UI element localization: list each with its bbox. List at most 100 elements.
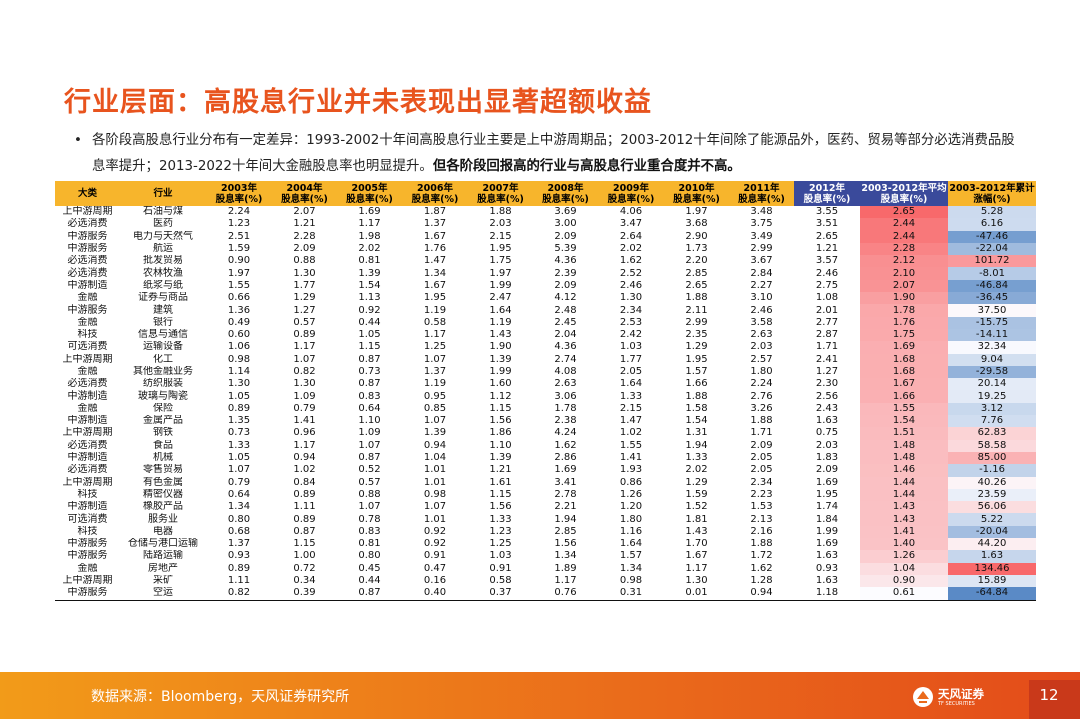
yield-cell: 2.47	[489, 292, 512, 304]
avg-yield-cell: 2.12	[860, 255, 948, 268]
avg-yield-cell: 1.43	[860, 513, 948, 526]
industry-cell: 建筑	[153, 304, 173, 316]
yield-cell: 1.52	[685, 501, 708, 513]
yield-cell: 1.13	[358, 292, 381, 304]
table-row: 上中游周期 化工 0.98 1.07 0.87 1.07 1.39 2.74 1.77 1.95 2…	[55, 353, 1036, 366]
yield-cell: 0.79	[227, 476, 251, 488]
yield-cell: 2.02	[358, 243, 381, 255]
yield-cell: 1.01	[423, 476, 447, 488]
yield-cell: 0.88	[293, 255, 316, 267]
industry-cell: 航运	[153, 243, 173, 255]
bullet-text: 各阶段高股息行业分布有一定差异：1993-2002十年间高股息行业主要是上中游周…	[74, 128, 1024, 180]
avg-yield-cell: 1.75	[860, 328, 948, 342]
yield-cell: 0.82	[293, 366, 316, 377]
page-number-box	[1029, 680, 1080, 719]
yield-cell: 2.76	[750, 390, 773, 402]
column-header: 2010年 股息率(%)	[664, 181, 729, 206]
industry-cell: 橡胶产品	[143, 501, 183, 513]
yield-cell: 3.55	[815, 206, 839, 218]
yield-cell: 1.95	[489, 243, 512, 255]
cum-return-cell: 40.26	[948, 476, 1036, 489]
logo-name: 天风证券	[938, 687, 984, 701]
yield-cell: 0.58	[423, 316, 447, 328]
yield-cell: 2.05	[619, 366, 643, 377]
yield-cell: 1.15	[489, 488, 512, 500]
bullet-bold-text: 但各阶段回报高的行业与高股息行业重合度并不高。	[432, 159, 741, 174]
yield-cell: 1.41	[619, 452, 643, 464]
yield-cell: 0.90	[227, 255, 251, 267]
yield-cell: 2.74	[554, 353, 577, 365]
table-row: 上中游周期 有色金属 0.79 0.84 0.57 1.01 1.61 3.41 0.86 1.2…	[55, 476, 1036, 489]
yield-cell: 1.07	[423, 415, 447, 427]
yield-cell: 1.33	[685, 452, 708, 464]
yield-cell: 4.24	[554, 427, 577, 439]
yield-cell: 0.01	[664, 587, 729, 601]
yield-cell: 2.01	[815, 304, 839, 316]
column-header-line1: 2003年	[221, 182, 257, 194]
cum-return-cell: -14.11	[948, 328, 1036, 342]
yield-cell: 1.36	[227, 304, 251, 316]
yield-cell: 2.90	[685, 230, 708, 242]
table-row: 中游制造 纸浆与纸 1.55 1.77 1.54 1.67 1.99 2.09 2.46 2.65…	[55, 279, 1036, 293]
table-row: 上中游周期 采矿 1.11 0.34 0.44 0.16 0.58 1.17 0.98 1.30 1…	[55, 574, 1036, 588]
yield-cell: 0.81	[358, 538, 381, 550]
cum-return-cell: -8.01	[948, 267, 1036, 280]
yield-cell: 1.11	[293, 501, 316, 513]
category-cell: 可选消费	[67, 513, 108, 525]
yield-cell: 0.80	[227, 513, 251, 525]
avg-yield-cell: 1.68	[860, 365, 948, 379]
table-row: 上中游周期 钢铁 0.73 0.96 1.09 1.39 1.86 4.24 1.02 1.31 1…	[55, 427, 1036, 440]
yield-cell: 1.37	[227, 538, 251, 550]
yield-cell: 2.52	[619, 267, 643, 279]
avg-yield-cell: 1.55	[860, 402, 948, 416]
yield-cell: 2.02	[619, 243, 643, 255]
column-header: 2009年 股息率(%)	[598, 181, 664, 206]
yield-cell: 1.07	[423, 501, 447, 513]
yield-cell: 3.06	[554, 390, 577, 402]
table-row: 必选消费 医药 1.23 1.21 1.17 1.37 2.03 3.00 3.47 3.68 3.…	[55, 218, 1036, 231]
yield-cell: 1.67	[423, 230, 447, 242]
page-number: 12	[1039, 686, 1059, 704]
yield-cell: 2.77	[815, 316, 839, 328]
yield-cell: 1.10	[489, 439, 512, 451]
column-header-line2: 股息率(%)	[673, 193, 720, 205]
yield-cell: 2.09	[750, 439, 773, 451]
avg-yield-cell: 2.28	[860, 242, 948, 256]
yield-cell: 1.01	[423, 513, 447, 525]
logo-icon	[913, 687, 933, 707]
yield-cell: 0.92	[358, 304, 381, 316]
industry-cell: 证券与商品	[138, 292, 188, 304]
column-header-line2: 股息率(%)	[281, 193, 328, 205]
yield-cell: 1.41	[293, 415, 316, 427]
table-row: 中游服务 空运 0.82 0.39 0.87 0.40 0.37 0.76 0.31 0.01 0.…	[55, 587, 1036, 601]
yield-cell: 1.99	[489, 366, 512, 377]
yield-cell: 0.40	[402, 587, 468, 601]
yield-cell: 2.85	[685, 267, 708, 279]
yield-cell: 1.14	[227, 366, 251, 377]
category-cell: 中游制造	[67, 501, 108, 513]
yield-cell: 1.95	[423, 292, 447, 304]
company-logo: 天风证券 TF SECURITIES	[912, 684, 992, 712]
yield-cell: 1.33	[227, 439, 251, 451]
yield-cell: 2.30	[815, 378, 839, 390]
yield-cell: 3.69	[554, 206, 577, 218]
yield-cell: 2.46	[815, 267, 839, 279]
column-header-line1: 行业	[153, 188, 173, 199]
yield-cell: 1.55	[619, 439, 643, 451]
yield-cell: 2.09	[554, 279, 577, 291]
cum-return-cell: -29.58	[948, 365, 1036, 379]
column-header: 2003-2012年累计 涨幅(%)	[948, 181, 1036, 206]
yield-cell: 1.95	[815, 488, 839, 500]
yield-cell: 1.08	[815, 292, 839, 304]
table-row: 必选消费 农林牧渔 1.97 1.30 1.39 1.34 1.97 2.39 2.52 2.85…	[55, 267, 1036, 280]
avg-yield-cell: 1.54	[860, 415, 948, 428]
yield-cell: 0.93	[227, 550, 251, 562]
yield-cell: 1.94	[554, 513, 577, 525]
column-header-line1: 2009年	[613, 182, 649, 194]
yield-cell: 1.60	[489, 378, 512, 390]
yield-cell: 1.64	[489, 304, 512, 316]
table-row: 可选消费 服务业 0.80 0.89 0.78 1.01 1.33 1.94 1.80 1.81 2…	[55, 513, 1036, 526]
yield-cell: 1.47	[423, 255, 447, 267]
yield-cell: 1.88	[750, 415, 773, 427]
table-row: 可选消费 运输设备 1.06 1.17 1.15 1.25 1.90 4.36 1.03 1.29…	[55, 341, 1036, 354]
